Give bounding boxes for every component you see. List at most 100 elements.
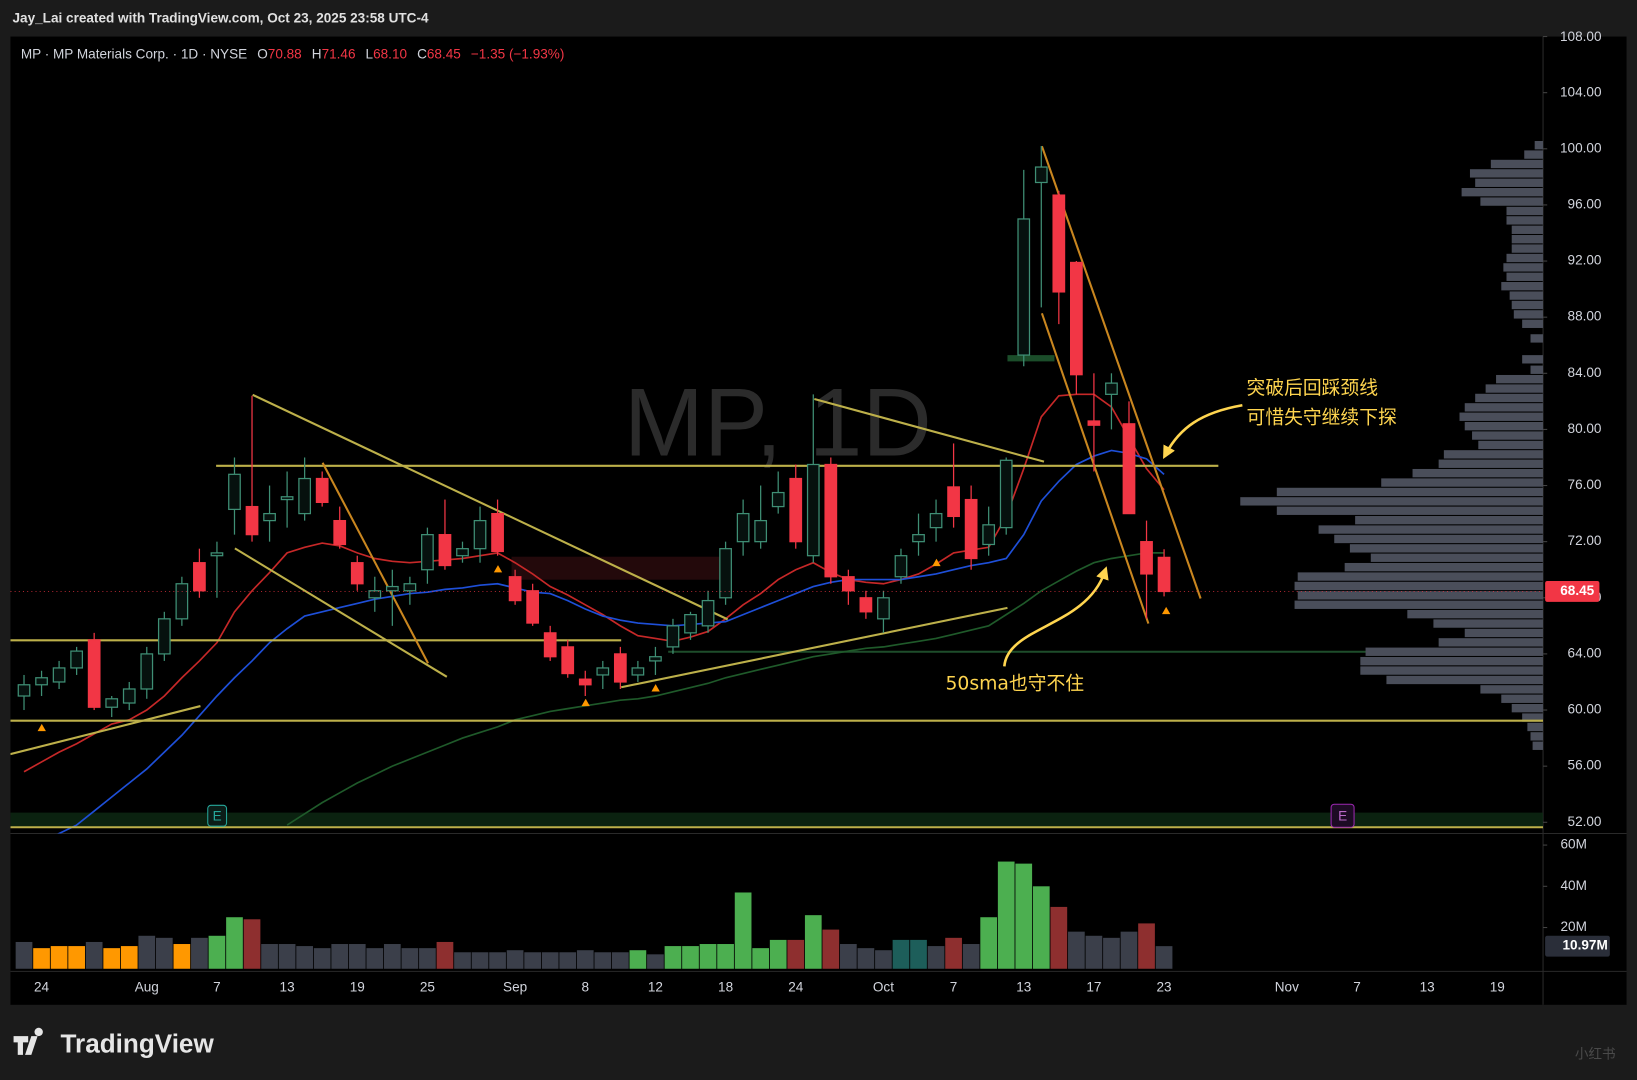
volume-bar [611, 952, 629, 969]
volume-bar [1050, 906, 1068, 969]
profile-row [1461, 188, 1544, 197]
profile-row [1511, 300, 1544, 310]
earnings-label: E [1338, 808, 1347, 823]
volume-bar [243, 919, 261, 969]
volume-bar [840, 944, 857, 969]
ohlc-key: H [312, 46, 322, 61]
trendline [620, 606, 1008, 689]
logo-mark [13, 1027, 43, 1055]
profile-row [1294, 600, 1544, 609]
profile-row [1475, 393, 1544, 403]
profile-row [1318, 525, 1544, 534]
candle-body [912, 534, 925, 543]
volume-bar [752, 948, 770, 969]
volume-bar [103, 948, 121, 969]
volume-bar [401, 948, 419, 969]
profile-row [1511, 703, 1544, 713]
y-tick-label: 56.00 [1568, 758, 1602, 773]
candle-body [245, 505, 259, 536]
profile-row [1513, 310, 1544, 319]
profile-row [1297, 572, 1544, 581]
profile-row [1480, 197, 1544, 206]
volume-bar [261, 944, 278, 969]
volume-bar [454, 952, 471, 969]
x-tick-label: 24 [34, 980, 50, 995]
candle-body [87, 639, 101, 708]
profile-row [1496, 374, 1544, 384]
candle-body [824, 463, 838, 578]
profile-row [1297, 591, 1544, 600]
volume-bar [1015, 863, 1033, 969]
candle-body [368, 590, 382, 599]
profile-row [1412, 468, 1544, 478]
profile-row [1503, 263, 1544, 272]
candle-body [719, 548, 732, 599]
candle-body [806, 463, 820, 557]
volume-bar [910, 939, 927, 969]
header-text: Jay_Lai created with TradingView.com, Oc… [13, 10, 429, 25]
volume-bar [173, 944, 191, 969]
candle-body [754, 519, 768, 543]
candle-body [859, 597, 873, 613]
last-price-box [1545, 581, 1600, 602]
candle-body [17, 684, 31, 697]
volume-bar [1155, 946, 1173, 969]
candle-body [701, 599, 715, 627]
profile-row [1381, 478, 1544, 487]
volume-bar [383, 944, 401, 969]
volume-tick-label: 60M [1561, 837, 1587, 852]
x-tick-label: Sep [503, 980, 527, 995]
volume-bar [524, 952, 542, 969]
ohlc-value: 68.10 [373, 46, 407, 61]
signal [651, 684, 660, 692]
arrow [1003, 566, 1109, 667]
x-tick-label: 17 [1086, 980, 1101, 995]
axes: 52.0056.0060.0064.0068.0072.0076.0080.00… [10, 29, 1602, 995]
candle-body [1122, 423, 1136, 515]
volume-bar [682, 946, 699, 969]
candle-body [1140, 541, 1153, 575]
x-tick-label: 25 [420, 980, 435, 995]
profile-row [1349, 544, 1544, 553]
volume-bar [33, 948, 50, 969]
volume-bar [50, 946, 68, 969]
profile-row [1365, 647, 1544, 656]
profile-row [1506, 216, 1544, 225]
y-tick-label: 72.00 [1568, 533, 1602, 548]
annotation: 突破后回踩颈线 [1247, 377, 1379, 399]
candle-body [561, 646, 575, 675]
signal-markers [37, 558, 1171, 732]
last-volume-box [1545, 935, 1610, 957]
candle-body [122, 688, 136, 704]
volume-bar [68, 946, 85, 969]
volume-bar [1120, 931, 1138, 969]
profile-row [1438, 459, 1544, 468]
trendline [252, 393, 729, 621]
candle-body [298, 477, 312, 515]
brand: TradingView [61, 1028, 215, 1058]
x-tick-label: 13 [1016, 980, 1031, 995]
profile-row [1464, 628, 1544, 638]
candle-body [35, 677, 48, 686]
x-tick-label: 23 [1157, 980, 1172, 995]
candle-body [263, 512, 276, 522]
x-tick-label: 12 [648, 980, 663, 995]
y-tick-label: 84.00 [1568, 365, 1602, 380]
volume-bar [787, 939, 805, 969]
volume-bar [155, 937, 173, 969]
profile-row [1334, 534, 1544, 544]
candle-body [1157, 556, 1171, 593]
profile-row [1511, 235, 1544, 244]
x-tick-label: 13 [280, 980, 295, 995]
volume-bar [629, 950, 647, 969]
candle-body [964, 498, 978, 560]
profile-row [1276, 487, 1544, 497]
trendline [234, 547, 448, 678]
candle-body [491, 512, 504, 553]
trendline [814, 397, 1045, 463]
profile-row [1506, 253, 1544, 263]
zone [511, 556, 721, 580]
candle-body [841, 576, 855, 592]
y-tick-label: 108.00 [1560, 29, 1602, 44]
volume-bar [804, 915, 822, 969]
